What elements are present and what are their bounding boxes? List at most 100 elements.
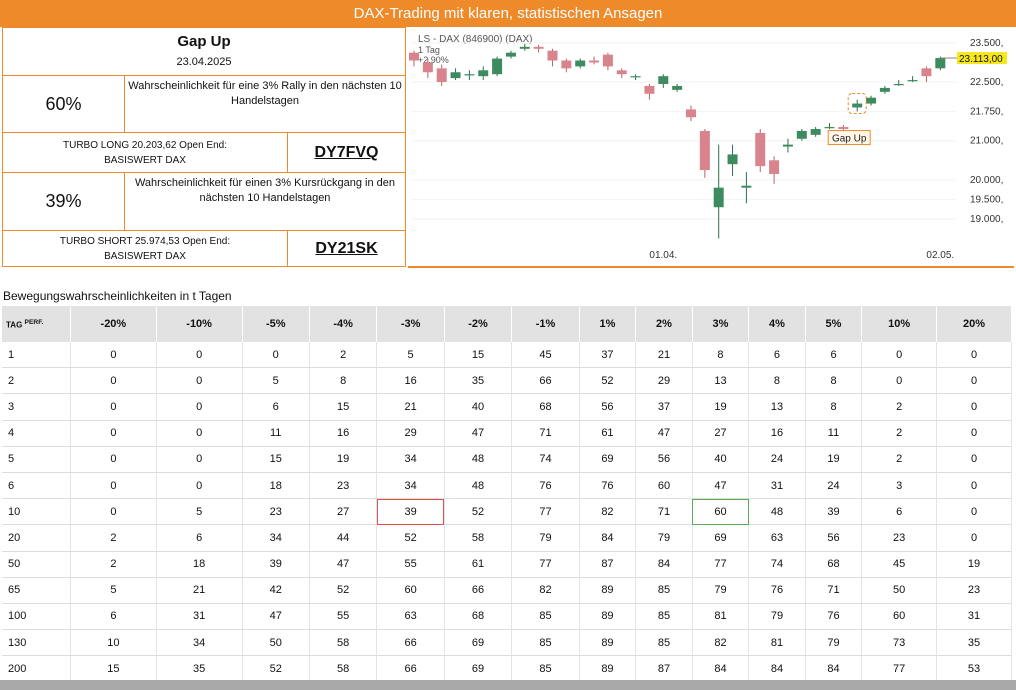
info-box: Gap Up 23.04.2025 60% Wahrscheinlichkeit…: [2, 27, 406, 267]
table-cell: 0: [936, 420, 1012, 447]
candle-body: [796, 130, 807, 139]
table-cell: 77: [511, 498, 580, 526]
table-cell: 0: [156, 342, 243, 369]
table-cell: 0: [156, 446, 243, 473]
table-cell: 31: [936, 603, 1012, 631]
table-cell: 0: [70, 498, 157, 526]
candle-body: [422, 62, 433, 73]
table-cell: 45: [861, 551, 938, 578]
table-cell: 0: [70, 420, 157, 447]
column-header: 2%: [635, 306, 693, 342]
table-cell: 0: [156, 472, 243, 500]
table-cell: 50: [242, 629, 310, 657]
candle-body: [436, 68, 447, 83]
table-cell: 45: [511, 342, 580, 369]
table-cell: 6: [861, 498, 938, 526]
table-cell: 15: [309, 393, 378, 421]
table-cell: 61: [444, 551, 513, 578]
table-cell: 89: [579, 629, 637, 657]
table-cell: 21: [156, 577, 243, 604]
y-tick-label: 21.000,: [970, 136, 1003, 147]
table-row: 20 2 6 34 44 52 58 79 84 79 69 63 56 23 0: [2, 524, 1012, 552]
table-cell: 5: [70, 577, 157, 604]
table-body: 1 0 0 0 2 5 15 45 37 21 8 6 6 0 0 2 0 0 5 8 16 35 66 52 29 13 8 8 0 0…: [2, 342, 1012, 683]
short-code[interactable]: DY21SK: [287, 230, 406, 267]
table-cell: 47: [635, 420, 693, 447]
table-cell: 71: [635, 498, 693, 526]
corner-sup: PERF.: [24, 318, 44, 326]
table-cell: 34: [376, 472, 445, 500]
signal-date: 23.04.2025: [176, 55, 232, 68]
table-cell: 52: [309, 577, 378, 604]
table-cell: 2: [861, 446, 938, 473]
table-cell: 61: [579, 420, 637, 447]
short-probability: 39%: [2, 172, 125, 231]
table-cell: 23: [309, 472, 378, 500]
candle-body: [672, 85, 683, 90]
table-cell: 44: [309, 524, 378, 552]
candle-body: [713, 187, 724, 208]
table-cell: 47: [309, 551, 378, 578]
annotation-box: [827, 130, 871, 146]
table-row: 10 0 5 23 27 39 52 77 82 71 60 48 39 6 0: [2, 498, 1012, 526]
table-cell: 84: [805, 655, 863, 683]
table-cell: 85: [511, 629, 580, 657]
table-cell: 82: [692, 629, 750, 657]
table-cell: 0: [70, 393, 157, 421]
candle-body: [810, 128, 821, 135]
table-cell: 31: [156, 603, 243, 631]
column-header: 20%: [936, 306, 1012, 342]
candle-body: [533, 46, 544, 49]
long-code[interactable]: DY7FVQ: [287, 132, 406, 173]
table-cell: 0: [936, 393, 1012, 421]
column-header: -1%: [511, 306, 580, 342]
candle-body: [575, 60, 586, 67]
table-cell: 16: [309, 420, 378, 447]
price-marker: [957, 52, 1007, 65]
table-cell: 77: [692, 551, 750, 578]
candle-body: [602, 54, 613, 67]
y-tick-label: 19.500,: [970, 194, 1003, 205]
table-cell: 39: [376, 498, 445, 526]
gap-highlight: [847, 93, 867, 115]
candle-body: [866, 97, 877, 104]
table-cell: 60: [692, 498, 750, 526]
table-cell: 0: [156, 420, 243, 447]
table-row: 3 0 0 6 15 21 40 68 56 37 19 13 8 2 0: [2, 393, 1012, 421]
table-row: 2 0 0 5 8 16 35 66 52 29 13 8 8 0 0: [2, 367, 1012, 395]
table-cell: 8: [805, 393, 863, 421]
candle-body: [561, 60, 572, 69]
candle-body: [755, 132, 766, 167]
table-cell: 81: [748, 629, 806, 657]
table-cell: 82: [511, 577, 580, 604]
column-header: -10%: [156, 306, 243, 342]
table-cell: 0: [936, 446, 1012, 473]
long-product-name: TURBO LONG 20.203,62 Open End:: [63, 139, 227, 151]
candle-body: [879, 87, 890, 92]
table-cell: 60: [861, 603, 938, 631]
table-cell: 79: [748, 603, 806, 631]
table-cell: 2: [861, 420, 938, 447]
table-cell: 39: [242, 551, 310, 578]
table-cell: 69: [444, 655, 513, 683]
table-cell: 85: [511, 655, 580, 683]
table-cell: 52: [579, 367, 637, 395]
table-cell: 47: [692, 472, 750, 500]
row-label: 200: [2, 655, 71, 683]
table-cell: 76: [748, 577, 806, 604]
table-cell: 52: [242, 655, 310, 683]
table-cell: 60: [376, 577, 445, 604]
candle-body: [492, 58, 503, 75]
column-header: -4%: [309, 306, 378, 342]
table-caption: Bewegungswahrscheinlichkeiten in t Tagen: [3, 289, 232, 303]
candle-body: [852, 103, 863, 108]
table-cell: 0: [936, 367, 1012, 395]
table-cell: 48: [444, 472, 513, 500]
table-cell: 85: [635, 629, 693, 657]
table-cell: 11: [805, 420, 863, 447]
row-label: 20: [2, 524, 71, 552]
table-cell: 84: [635, 551, 693, 578]
table-cell: 10: [70, 629, 157, 657]
row-label: 50: [2, 551, 71, 578]
